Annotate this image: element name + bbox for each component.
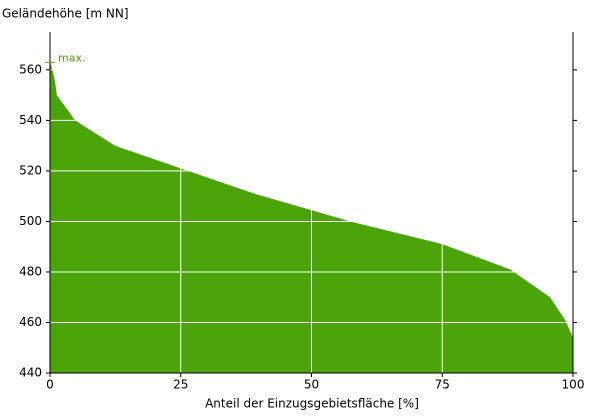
x-tick-label: 100 [562,378,585,392]
y-tick-label: 480 [19,264,42,278]
y-tick-label: 500 [19,214,42,228]
x-axis-title: Anteil der Einzugsgebietsfläche [%] [205,397,419,411]
y-axis-title: Geländehöhe [m NN] [2,7,129,21]
y-tick-label: 460 [19,315,42,329]
y-tick-label: 440 [19,366,42,380]
x-tick-label: 50 [304,378,319,392]
x-tick-label: 75 [435,378,450,392]
y-tick-label: 520 [19,163,42,177]
x-tick-label: 0 [46,378,54,392]
y-tick-label: 540 [19,113,42,127]
y-tick-label: 560 [19,62,42,76]
max-label: max. [58,51,85,64]
x-tick-label: 25 [173,378,188,392]
